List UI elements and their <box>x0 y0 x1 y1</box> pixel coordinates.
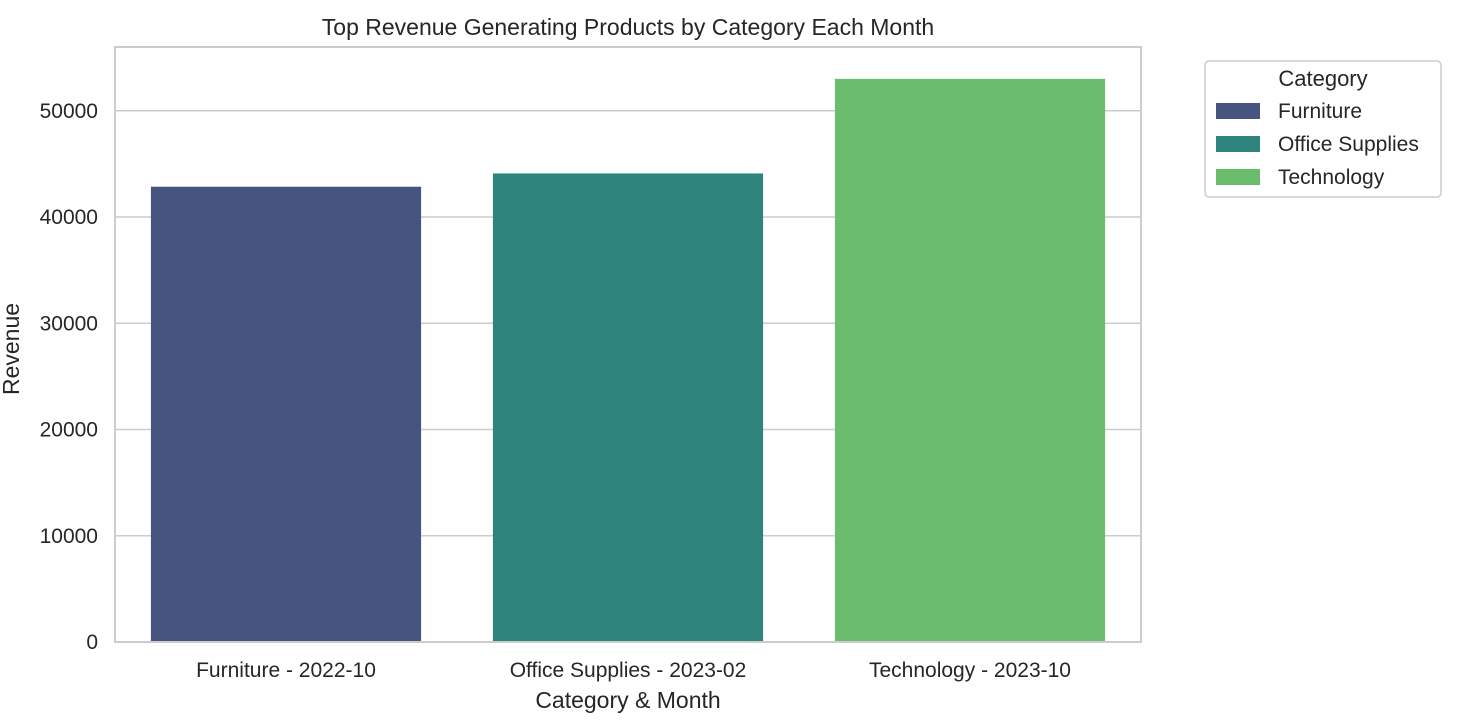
bars <box>150 78 1106 642</box>
x-tick-label: Furniture - 2022-10 <box>196 659 376 682</box>
bar <box>834 78 1106 642</box>
legend-box <box>1204 60 1442 198</box>
x-tick-labels: Furniture - 2022-10 Office Supplies - 202… <box>196 659 1071 682</box>
legend-label: Office Supplies <box>1278 133 1419 156</box>
x-tick-label: Office Supplies - 2023-02 <box>510 659 747 682</box>
legend-title: Category <box>1278 66 1367 91</box>
plot-frame <box>114 46 1142 643</box>
bar <box>492 173 764 642</box>
y-tick-label: 20000 <box>40 419 98 442</box>
legend-label: Technology <box>1278 166 1385 189</box>
x-axis-label: Category & Month <box>535 687 720 713</box>
y-tick-label: 30000 <box>40 312 98 335</box>
legend-items: Furniture Office Supplies Technology <box>1216 100 1419 189</box>
y-tick-label: 0 <box>86 631 98 654</box>
y-tick-label: 40000 <box>40 206 98 229</box>
legend: Category Furniture Office Supplies Technol… <box>1204 60 1442 198</box>
legend-swatch <box>1216 169 1260 185</box>
legend-swatch <box>1216 103 1260 119</box>
x-tick-label: Technology - 2023-10 <box>869 659 1071 682</box>
y-tick-labels: 0 10000 20000 30000 40000 50000 <box>40 100 98 654</box>
chart-title: Top Revenue Generating Products by Categ… <box>322 14 934 40</box>
y-tick-label: 50000 <box>40 100 98 123</box>
legend-swatch <box>1216 136 1260 152</box>
y-tick-label: 10000 <box>40 525 98 548</box>
bar <box>150 186 422 642</box>
legend-label: Furniture <box>1278 100 1362 123</box>
y-axis-label: Revenue <box>0 303 24 395</box>
